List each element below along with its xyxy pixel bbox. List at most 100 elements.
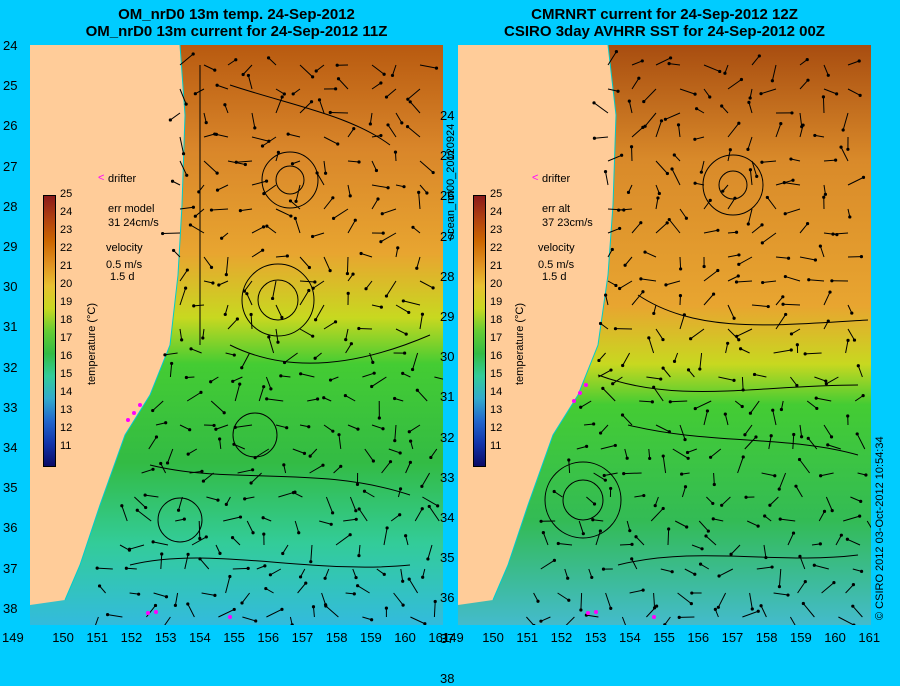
vector-head — [265, 397, 268, 400]
vector-head — [770, 565, 773, 568]
yticksL-tick: 32 — [3, 360, 17, 375]
vector-head — [790, 111, 793, 114]
vector-head — [618, 227, 621, 230]
vector-head — [383, 573, 386, 576]
vector-head — [813, 134, 816, 137]
vector-head — [790, 332, 793, 335]
vector-head — [106, 613, 109, 616]
vector-head — [737, 122, 740, 125]
vector-head — [604, 479, 607, 482]
vector-head — [850, 311, 853, 314]
vector-head — [307, 425, 310, 428]
vector-head — [165, 595, 168, 598]
vector-head — [642, 494, 645, 497]
vector-head — [215, 133, 218, 136]
right-drifter-label: drifter — [542, 173, 570, 185]
vector-head — [687, 457, 690, 460]
vector-head — [859, 94, 862, 97]
vector-head — [846, 414, 849, 417]
vector-head — [856, 432, 859, 435]
vector-head — [668, 430, 671, 433]
xticksL-tick: 159 — [360, 630, 382, 645]
vector-head — [694, 407, 697, 410]
vector-head — [662, 367, 665, 370]
vector-head — [425, 191, 428, 194]
vector-head — [602, 568, 605, 571]
vector-head — [599, 529, 602, 532]
vector-head — [618, 287, 621, 290]
vector-head — [242, 73, 245, 76]
vector-head — [386, 526, 389, 529]
vector-head — [666, 172, 669, 175]
vector-head — [311, 75, 314, 78]
vector-head — [211, 281, 214, 284]
vector-head — [315, 171, 318, 174]
vector-head — [189, 347, 192, 350]
vector-head — [792, 531, 795, 534]
vector-head — [376, 197, 379, 200]
right-velocity-time: 1.5 d — [542, 271, 566, 283]
vector-head — [639, 277, 642, 280]
cbticksL-tick: 16 — [60, 350, 72, 362]
vector-head — [642, 589, 645, 592]
vector-head — [851, 605, 854, 608]
vector-head — [860, 570, 863, 573]
vector-head — [393, 439, 396, 442]
vector-head — [614, 284, 617, 287]
vector-head — [233, 353, 236, 356]
vector-head — [593, 137, 596, 140]
xticksR-tick: 149 — [442, 630, 464, 645]
vector-head — [213, 594, 216, 597]
vector-head — [352, 127, 355, 130]
vector-head — [683, 313, 686, 316]
vector-head — [742, 388, 745, 391]
vector-head — [429, 456, 432, 459]
vector-head — [391, 74, 394, 77]
current-vector — [680, 257, 681, 269]
vector-head — [630, 543, 633, 546]
vector-head — [553, 490, 556, 493]
vector-head — [334, 320, 337, 323]
vector-head — [591, 518, 594, 521]
vector-head — [679, 294, 682, 297]
left-velocity-scale: 0.5 m/s — [106, 259, 142, 271]
right-colorbar — [473, 195, 486, 467]
vector-head — [393, 397, 396, 400]
vector-head — [254, 619, 257, 622]
vector-head — [806, 79, 809, 82]
vector-head — [601, 387, 604, 390]
left-drifter-label: drifter — [108, 173, 136, 185]
vector-head — [709, 456, 712, 459]
vector-head — [585, 445, 588, 448]
vector-head — [757, 610, 760, 613]
run-id-label: ocean_nrt00_20120924 — [445, 124, 457, 240]
vector-head — [389, 460, 392, 463]
vector-head — [802, 602, 805, 605]
vector-head — [685, 217, 688, 220]
vector-head — [764, 556, 767, 559]
vector-head — [231, 380, 234, 383]
vector-head — [604, 170, 607, 173]
vector-head — [857, 364, 860, 367]
left-title-line2: OM_nrD0 13m current for 24-Sep-2012 11Z — [30, 23, 443, 40]
vector-head — [239, 515, 242, 518]
current-vector — [624, 473, 642, 474]
vector-head — [604, 294, 607, 297]
xticksR-tick: 156 — [687, 630, 709, 645]
yticksL-tick: 29 — [3, 239, 17, 254]
vector-head — [187, 453, 190, 456]
vector-head — [679, 267, 682, 270]
vector-head — [329, 378, 332, 381]
vector-head — [223, 411, 226, 414]
vector-head — [166, 461, 169, 464]
cbticksL-tick: 22 — [60, 242, 72, 254]
vector-head — [247, 74, 250, 77]
vector-head — [781, 303, 784, 306]
vector-head — [852, 583, 855, 586]
vector-head — [716, 269, 719, 272]
vector-head — [144, 493, 147, 496]
vector-head — [188, 428, 191, 431]
vector-head — [819, 245, 822, 248]
vector-head — [269, 387, 272, 390]
cbticksR-tick: 17 — [490, 332, 502, 344]
